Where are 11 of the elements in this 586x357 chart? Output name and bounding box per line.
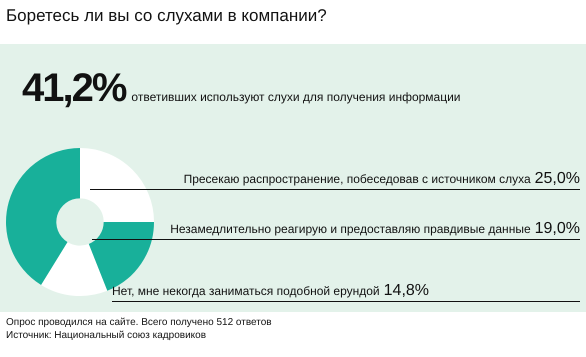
chart-title: Боретесь ли вы со слухами в компании? — [6, 6, 327, 26]
data-label: 41,2% — [22, 66, 126, 110]
slice-label: Нет, мне некогда заниматься подобной ерундой — [112, 284, 380, 298]
text: Опрос проводился на сайте. Всего получено 512 ответов — [6, 316, 272, 329]
slice-label: ответивших используют слухи для получения информации — [131, 90, 461, 104]
slice-label: Незамедлительно реагирую и предоставляю правдивые данные — [170, 222, 531, 236]
slice-label: Пресекаю распространение, побеседовав с источником слуха — [184, 172, 531, 186]
data-label: 25,0% — [534, 170, 580, 187]
text: Источник: Национальный союз кадровиков — [6, 329, 208, 342]
data-label: 14,8% — [384, 282, 430, 299]
data-label: 19,0% — [534, 220, 580, 237]
